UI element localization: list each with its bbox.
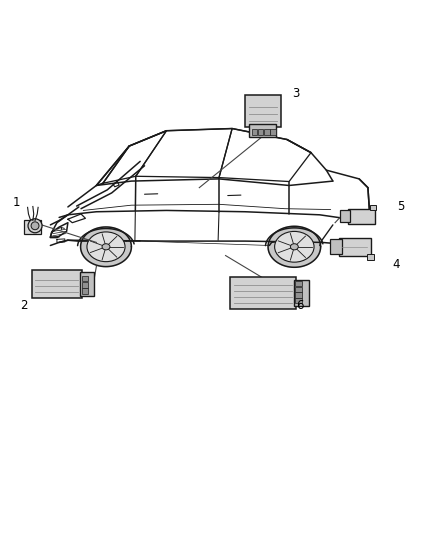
Text: 1: 1 <box>13 197 21 209</box>
FancyBboxPatch shape <box>230 277 296 309</box>
FancyBboxPatch shape <box>258 129 263 135</box>
FancyBboxPatch shape <box>32 270 82 298</box>
FancyBboxPatch shape <box>82 288 88 294</box>
FancyBboxPatch shape <box>271 129 276 135</box>
Ellipse shape <box>31 222 39 230</box>
Ellipse shape <box>275 231 314 262</box>
Ellipse shape <box>290 244 298 250</box>
FancyBboxPatch shape <box>293 280 309 306</box>
FancyBboxPatch shape <box>265 129 269 135</box>
Text: 3: 3 <box>292 87 299 100</box>
Text: 6: 6 <box>296 300 304 312</box>
FancyBboxPatch shape <box>295 298 302 303</box>
FancyBboxPatch shape <box>24 220 41 233</box>
FancyBboxPatch shape <box>367 254 374 260</box>
Ellipse shape <box>81 227 131 266</box>
FancyBboxPatch shape <box>80 272 94 296</box>
FancyBboxPatch shape <box>250 124 276 137</box>
FancyBboxPatch shape <box>295 287 302 292</box>
Text: 5: 5 <box>397 199 404 213</box>
FancyBboxPatch shape <box>295 292 302 297</box>
FancyBboxPatch shape <box>330 239 342 254</box>
Ellipse shape <box>28 219 42 233</box>
FancyBboxPatch shape <box>252 129 257 135</box>
FancyBboxPatch shape <box>245 95 280 126</box>
Ellipse shape <box>87 232 125 262</box>
Text: 4: 4 <box>392 258 400 271</box>
FancyBboxPatch shape <box>348 209 375 223</box>
FancyBboxPatch shape <box>339 238 371 256</box>
Ellipse shape <box>102 244 110 250</box>
FancyBboxPatch shape <box>340 210 350 222</box>
FancyBboxPatch shape <box>82 276 88 281</box>
Ellipse shape <box>268 227 321 267</box>
Text: 2: 2 <box>20 300 28 312</box>
FancyBboxPatch shape <box>295 281 302 286</box>
FancyBboxPatch shape <box>370 205 376 210</box>
FancyBboxPatch shape <box>82 282 88 287</box>
